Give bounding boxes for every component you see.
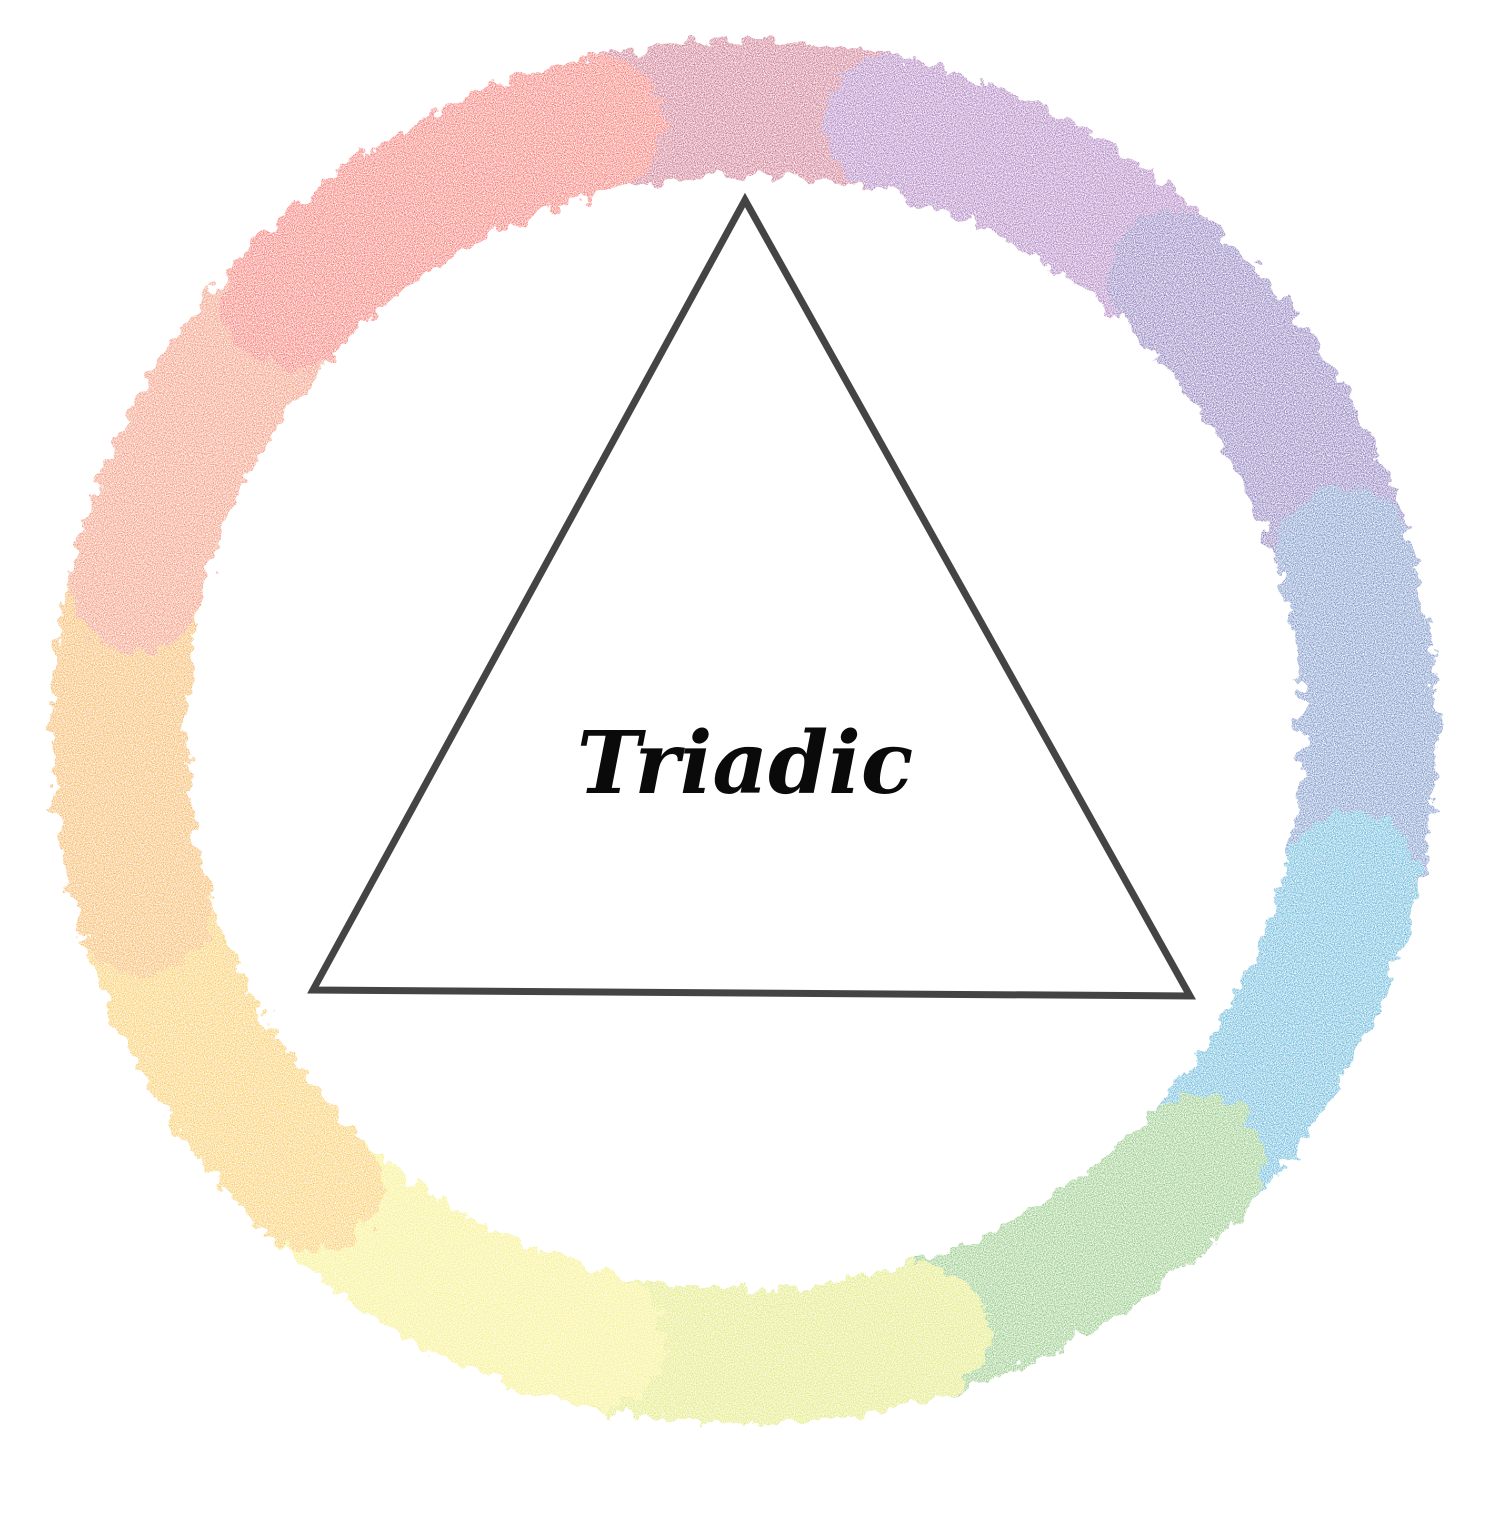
diagram-label: Triadic [577,713,914,814]
triadic-triangle [307,192,1196,1000]
wheel-segment-red [223,56,666,370]
color-wheel-ring [51,39,1437,1425]
